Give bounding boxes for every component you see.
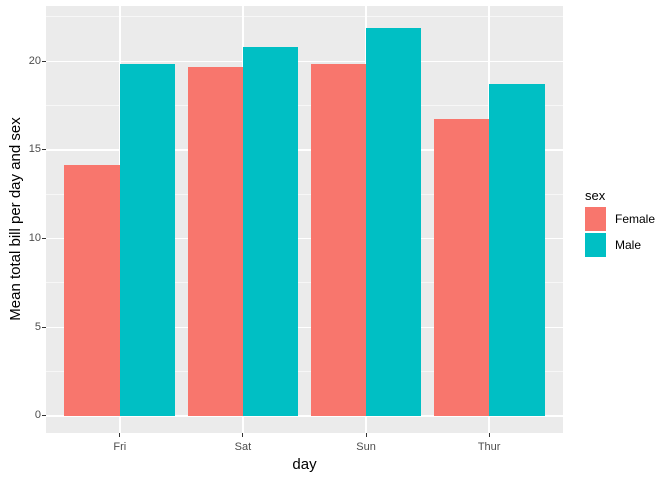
legend-entry-label: Male xyxy=(615,238,642,252)
y-tick-mark xyxy=(42,238,46,240)
legend-entries: Female Male xyxy=(585,207,655,257)
x-tick-mark xyxy=(365,433,367,437)
legend-entry-female: Female xyxy=(585,207,655,231)
minor-gridline xyxy=(46,282,563,284)
major-gridline xyxy=(46,326,563,328)
y-tick-label: 20 xyxy=(28,54,41,67)
legend-key-male-swatch xyxy=(585,233,606,257)
minor-gridline xyxy=(46,16,563,18)
legend: sex Female Male xyxy=(585,189,655,257)
x-tick-mark xyxy=(242,433,244,437)
y-tick-label: 10 xyxy=(28,232,41,245)
x-tick-mark xyxy=(119,433,121,437)
bar-thur-male xyxy=(489,84,545,416)
y-tick-mark xyxy=(42,415,46,417)
y-tick-label: 5 xyxy=(34,320,41,333)
plot-panel xyxy=(46,6,563,433)
y-tick-mark xyxy=(42,326,46,328)
x-axis-title: day xyxy=(292,456,317,473)
minor-gridline xyxy=(46,193,563,195)
major-gridline xyxy=(46,415,563,417)
y-tick-label: 0 xyxy=(34,409,41,422)
x-tick-label: Sun xyxy=(356,441,376,453)
legend-key-female-swatch xyxy=(585,207,606,231)
x-tick-mark xyxy=(488,433,490,437)
major-gridline-x xyxy=(365,6,367,433)
x-tick-label: Sat xyxy=(234,441,252,453)
minor-gridline xyxy=(46,371,563,373)
bar-fri-female xyxy=(64,165,120,416)
y-tick-label: 15 xyxy=(28,143,41,156)
legend-entry-label: Female xyxy=(615,212,656,226)
bar-sun-male xyxy=(366,27,422,416)
y-tick-mark xyxy=(42,149,46,151)
x-tick-label: Thur xyxy=(477,441,501,453)
bar-sat-male xyxy=(242,47,299,416)
legend-title: sex xyxy=(585,188,606,203)
x-tick-label: Fri xyxy=(113,441,127,453)
minor-gridline xyxy=(46,105,563,107)
y-tick-mark xyxy=(42,60,46,62)
bar-thur-female xyxy=(433,119,490,416)
bar-sun-female xyxy=(310,63,367,416)
legend-entry-male: Male xyxy=(585,233,655,257)
major-gridline xyxy=(46,60,563,63)
bar-sat-female xyxy=(187,67,243,416)
bar-fri-male xyxy=(119,63,176,416)
major-gridline xyxy=(46,149,563,151)
major-gridline xyxy=(46,237,563,240)
